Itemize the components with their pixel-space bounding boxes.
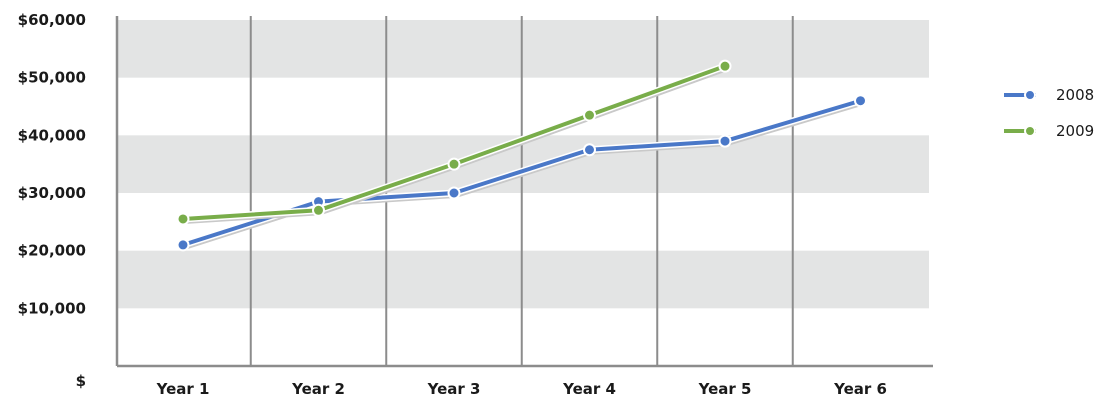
x-tick-label: Year 5 (698, 380, 752, 398)
legend-label: 2009 (1056, 122, 1094, 140)
legend-label: 2008 (1056, 86, 1094, 104)
data-point (718, 59, 732, 73)
grid-band (117, 250, 929, 309)
x-tick-label: Year 6 (833, 380, 887, 398)
legend-item-2008: 2008 (1004, 86, 1094, 104)
data-point (854, 94, 867, 108)
data-point (176, 212, 190, 226)
x-tick-label: Year 3 (427, 380, 481, 398)
legend-marker (1024, 89, 1036, 101)
x-axis-tick-labels: Year 1 Year 2 Year 3 Year 4 Year 5 Year 6 (156, 380, 887, 398)
y-tick-label: $30,000 (18, 184, 86, 202)
y-tick-label: $50,000 (18, 69, 86, 87)
data-point (312, 203, 325, 217)
data-point (718, 134, 732, 148)
legend-marker (1024, 125, 1036, 137)
y-tick-label: $ (76, 372, 86, 390)
y-axis-tick-labels: $ $10,000 $20,000 $30,000 $40,000 $50,000 $60,… (18, 11, 86, 390)
grid-band (117, 20, 929, 78)
legend-item-2009: 2009 (1004, 122, 1094, 140)
series-2009 (176, 59, 732, 226)
x-tick-label: Year 1 (156, 380, 210, 398)
x-tick-label: Year 4 (562, 380, 616, 398)
data-point (447, 157, 461, 171)
y-tick-label: $10,000 (18, 299, 86, 317)
data-point (583, 108, 596, 122)
series-layer (176, 59, 867, 252)
data-point (583, 143, 596, 157)
y-tick-label: $60,000 (18, 11, 86, 29)
y-tick-label: $40,000 (18, 126, 86, 144)
x-tick-label: Year 2 (291, 380, 345, 398)
data-point (447, 186, 461, 200)
legend: 2008 2009 (1004, 86, 1094, 140)
data-point (176, 238, 190, 252)
axes (115, 16, 933, 368)
background-bands (117, 20, 929, 309)
y-tick-label: $20,000 (18, 242, 86, 260)
